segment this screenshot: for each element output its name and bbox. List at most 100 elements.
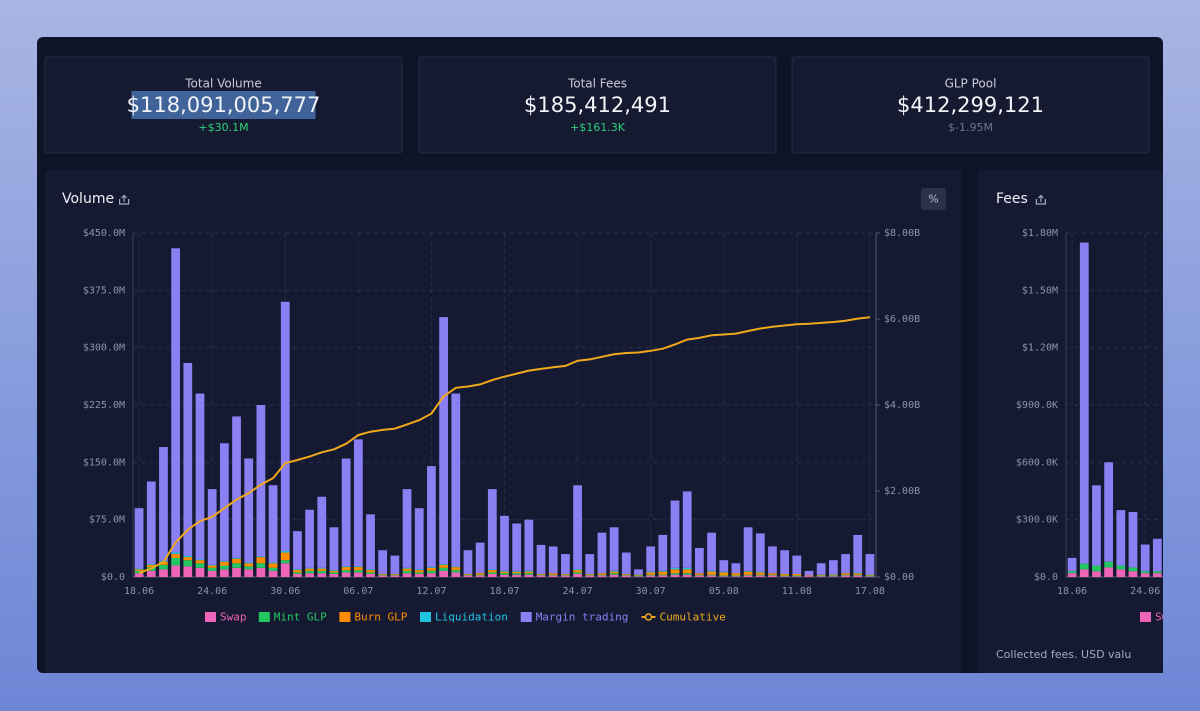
bar-segment (585, 574, 595, 576)
y-tick-label: $900.0K (1016, 400, 1058, 411)
legend-label: Margin trading (536, 611, 629, 624)
bar-segment (378, 550, 388, 574)
bar-segment (573, 572, 582, 574)
y-tick-label: $0.0 (101, 572, 125, 583)
bar-segment (232, 563, 241, 568)
bar-segment (390, 575, 400, 577)
bar-segment (1128, 567, 1138, 572)
y-tick-label: $300.0M (83, 343, 125, 354)
bar-segment (414, 569, 424, 571)
bar-segment (219, 569, 229, 577)
bar-segment (219, 561, 229, 566)
bar-segment (585, 554, 595, 574)
bar-segment (853, 572, 863, 574)
bar-segment (268, 485, 278, 563)
bar-segment (268, 567, 278, 571)
bar-segment (329, 527, 339, 571)
bar-segment (293, 569, 302, 571)
x-tick-label: 05.08 (709, 586, 739, 597)
bar-segment (353, 566, 363, 568)
bar-segment (536, 574, 546, 576)
bar-segment (171, 248, 181, 553)
bar-segment (183, 362, 193, 556)
card-change: +$161.3K (570, 121, 626, 134)
bar-segment (719, 560, 729, 572)
bar-segment (707, 571, 716, 575)
bar-segment (207, 570, 217, 577)
bar-segment (451, 572, 461, 577)
bar-segment (536, 575, 546, 577)
bar-segment (536, 544, 546, 574)
bar-segment (670, 569, 680, 574)
x-tick-label: 24.06 (197, 586, 227, 597)
bar-segment (658, 571, 668, 575)
bar-segment (171, 557, 181, 566)
y-tick-label: $300.0K (1016, 515, 1058, 526)
legend-swatch (520, 612, 532, 622)
percent-button[interactable] (921, 188, 946, 210)
bar-segment (792, 573, 802, 576)
bar-segment (1104, 567, 1114, 577)
bar-segment (585, 575, 595, 577)
x-tick-label: 30.07 (636, 586, 666, 597)
bar-segment (390, 574, 400, 576)
bar-segment (682, 567, 692, 570)
y2-tick-label: $0.00 (884, 572, 914, 583)
bar-segment (524, 519, 534, 571)
bar-segment (1104, 462, 1114, 562)
bar-segment (865, 576, 875, 577)
bar-segment (390, 573, 400, 575)
bar-segment (219, 443, 229, 561)
export-icon[interactable] (119, 194, 130, 205)
bar-segment (439, 567, 448, 571)
bar-segment (524, 573, 534, 575)
bar-segment (804, 575, 814, 577)
bar-segment (159, 569, 168, 577)
x-tick-label: 06.07 (343, 586, 373, 597)
bar-segment (146, 481, 156, 565)
bar-segment (670, 567, 680, 570)
bar-segment (695, 575, 704, 577)
bar-segment (621, 574, 631, 576)
volume-panel (45, 170, 962, 673)
bar-segment (293, 570, 302, 573)
bar-segment (719, 572, 729, 576)
bar-segment (792, 576, 802, 577)
chart-title: Fees (996, 191, 1028, 207)
bar-segment (171, 565, 181, 577)
bar-segment (244, 562, 254, 564)
legend-label: Mint GLP (274, 611, 327, 624)
legend-label: Liquidation (435, 611, 508, 624)
bar-segment (512, 571, 522, 574)
bar-segment (755, 575, 765, 577)
bar-segment (841, 573, 850, 575)
bar-segment (293, 572, 302, 574)
bar-segment (682, 491, 692, 568)
bar-segment (329, 570, 339, 571)
bar-segment (609, 527, 619, 571)
bar-segment (305, 568, 314, 571)
bar-segment (1092, 485, 1101, 566)
bar-segment (609, 574, 619, 577)
bar-segment (658, 570, 668, 572)
bar-segment (707, 532, 716, 571)
bar-segment (159, 447, 168, 561)
bar-segment (305, 573, 314, 577)
bar-segment (548, 573, 558, 575)
bar-segment (1079, 242, 1089, 564)
bar-segment (463, 575, 473, 577)
bar-segment (682, 574, 692, 577)
bar-segment (1140, 571, 1150, 574)
bar-segment (366, 570, 375, 573)
bar-segment (280, 551, 290, 553)
bar-segment (646, 574, 656, 576)
bar-segment (597, 575, 607, 577)
bar-segment (841, 574, 850, 576)
export-icon[interactable] (1035, 194, 1046, 205)
bar-segment (1104, 561, 1114, 568)
bar-segment (195, 567, 205, 577)
bar-segment (816, 575, 826, 577)
bar-segment (573, 485, 582, 570)
bar-segment (500, 570, 509, 572)
